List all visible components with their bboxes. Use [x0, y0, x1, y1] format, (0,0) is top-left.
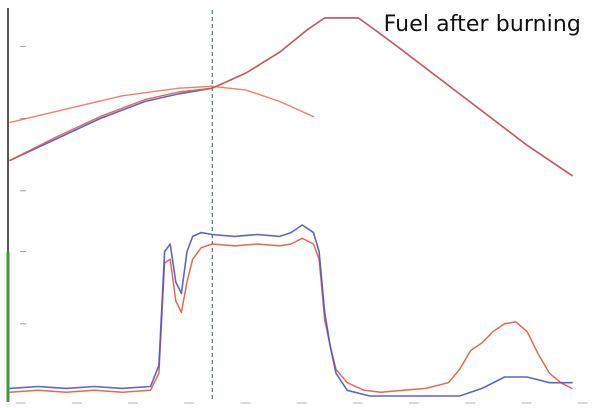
series-line-4 — [9, 237, 573, 393]
chart-title: Fuel after burning — [383, 12, 581, 37]
series-line-5 — [9, 224, 573, 397]
series-line-2 — [9, 17, 573, 177]
chart-axes — [6, 8, 588, 404]
series-layer — [9, 17, 573, 397]
series-line-3 — [9, 85, 315, 124]
series-line-1 — [9, 17, 573, 177]
